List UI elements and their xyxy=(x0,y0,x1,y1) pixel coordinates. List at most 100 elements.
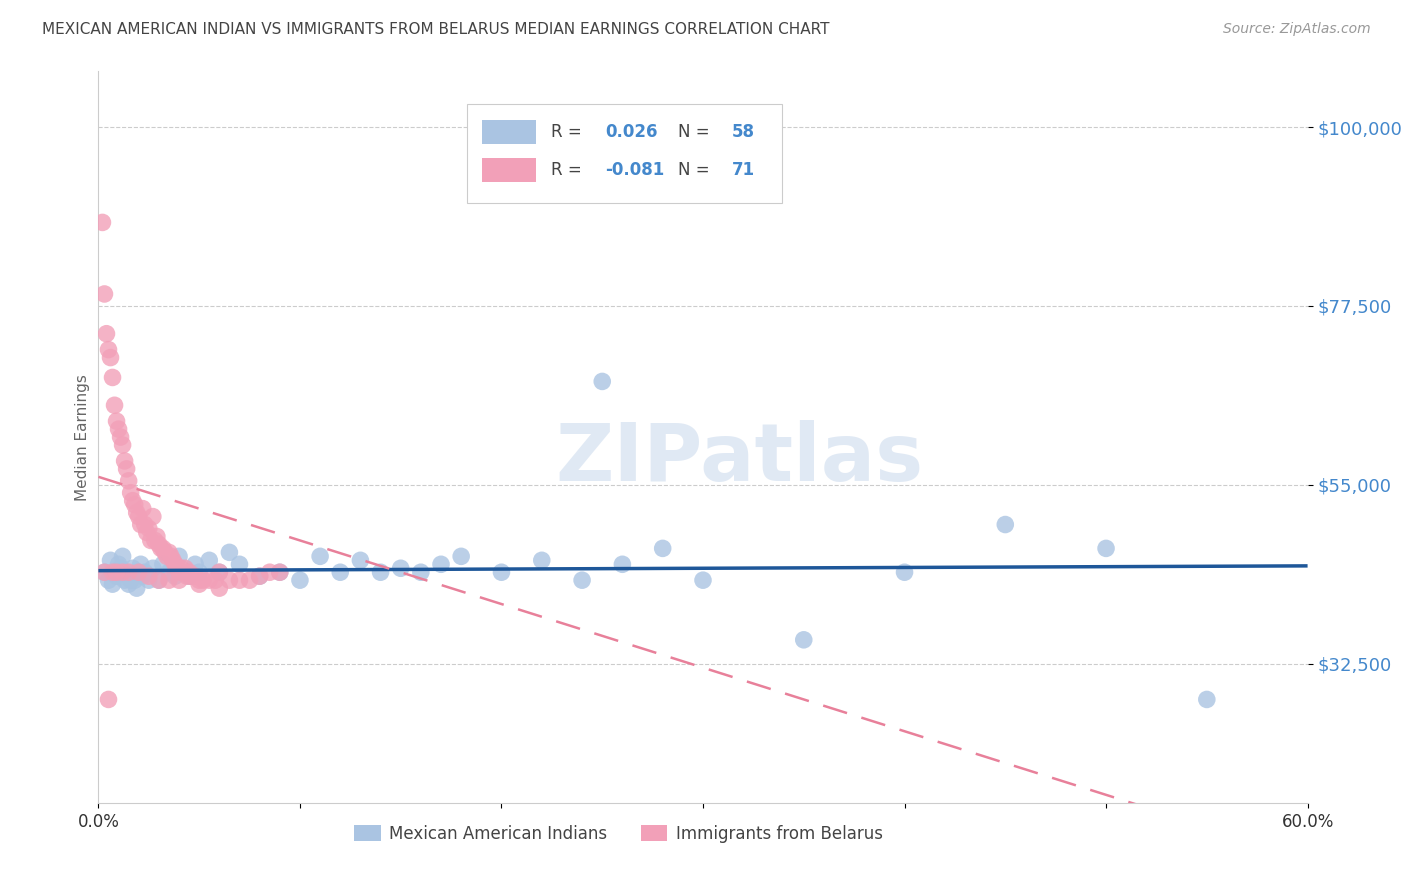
Point xyxy=(228,573,250,587)
Y-axis label: Median Earnings: Median Earnings xyxy=(75,374,90,500)
Point xyxy=(115,462,138,476)
Text: 71: 71 xyxy=(733,161,755,179)
Point xyxy=(139,533,162,548)
Point xyxy=(181,569,204,583)
Point xyxy=(118,474,141,488)
Point xyxy=(103,398,125,412)
Point xyxy=(115,566,138,580)
Point xyxy=(329,566,352,580)
Point xyxy=(167,573,190,587)
Point xyxy=(132,569,155,583)
Point xyxy=(152,541,174,556)
Point xyxy=(170,561,193,575)
Point xyxy=(228,558,250,572)
Point xyxy=(239,573,262,587)
Point xyxy=(179,566,201,580)
Point xyxy=(591,375,613,389)
Point xyxy=(288,573,311,587)
Point xyxy=(491,566,513,580)
Point xyxy=(692,573,714,587)
Point xyxy=(180,569,202,583)
Point xyxy=(97,343,120,357)
Point xyxy=(1095,541,1118,556)
Point xyxy=(91,215,114,229)
Point xyxy=(176,569,198,583)
Point xyxy=(93,566,115,580)
Point xyxy=(142,561,165,575)
Point xyxy=(143,533,166,548)
Point xyxy=(370,566,392,580)
Text: -0.081: -0.081 xyxy=(605,161,664,179)
Text: ZIPatlas: ZIPatlas xyxy=(555,420,924,498)
Point xyxy=(893,566,915,580)
Point xyxy=(121,561,143,575)
Bar xyxy=(482,159,536,182)
Point xyxy=(128,509,150,524)
Point xyxy=(530,553,553,567)
Point xyxy=(120,573,142,587)
Point xyxy=(208,566,231,580)
Point xyxy=(218,573,240,587)
Point xyxy=(163,569,186,583)
Point xyxy=(184,569,207,583)
Point xyxy=(188,573,211,587)
Point xyxy=(149,541,172,556)
Point xyxy=(430,558,453,572)
Text: R =: R = xyxy=(551,123,586,141)
Point xyxy=(114,454,136,468)
Point xyxy=(111,566,134,580)
Point xyxy=(101,577,124,591)
Point xyxy=(129,517,152,532)
Point xyxy=(218,545,240,559)
Point xyxy=(157,573,180,587)
Text: 58: 58 xyxy=(733,123,755,141)
Point xyxy=(188,566,211,580)
Point xyxy=(651,541,673,556)
Point xyxy=(1195,692,1218,706)
Point xyxy=(100,553,122,567)
Point xyxy=(105,569,128,583)
Point xyxy=(172,566,194,580)
Point xyxy=(125,581,148,595)
Point xyxy=(93,287,115,301)
Point xyxy=(259,566,281,580)
Point xyxy=(101,566,124,580)
Point xyxy=(612,558,634,572)
Point xyxy=(450,549,472,564)
Point xyxy=(174,561,197,575)
Point xyxy=(132,501,155,516)
Text: R =: R = xyxy=(551,161,586,179)
Point xyxy=(249,569,271,583)
Point xyxy=(148,537,170,551)
Point xyxy=(249,569,271,583)
Point xyxy=(204,573,226,587)
Point xyxy=(208,581,231,595)
Legend: Mexican American Indians, Immigrants from Belarus: Mexican American Indians, Immigrants fro… xyxy=(347,818,889,849)
Point xyxy=(167,566,190,580)
Point xyxy=(184,558,207,572)
Point xyxy=(193,573,215,587)
Point xyxy=(114,573,136,587)
Point xyxy=(111,438,134,452)
Point xyxy=(208,566,231,580)
Point xyxy=(128,566,150,580)
Point xyxy=(153,545,176,559)
Point xyxy=(128,566,150,580)
Point xyxy=(138,569,160,583)
Point xyxy=(793,632,815,647)
Point xyxy=(121,493,143,508)
Point xyxy=(146,529,169,543)
Point xyxy=(198,573,221,587)
Point xyxy=(142,509,165,524)
Point xyxy=(110,430,132,444)
Point xyxy=(135,525,157,540)
Point xyxy=(97,692,120,706)
Point xyxy=(103,566,125,580)
Point xyxy=(389,561,412,575)
Point xyxy=(269,566,291,580)
Point xyxy=(166,561,188,575)
Point xyxy=(105,566,128,580)
Point xyxy=(101,370,124,384)
Point xyxy=(138,521,160,535)
Point xyxy=(994,517,1017,532)
